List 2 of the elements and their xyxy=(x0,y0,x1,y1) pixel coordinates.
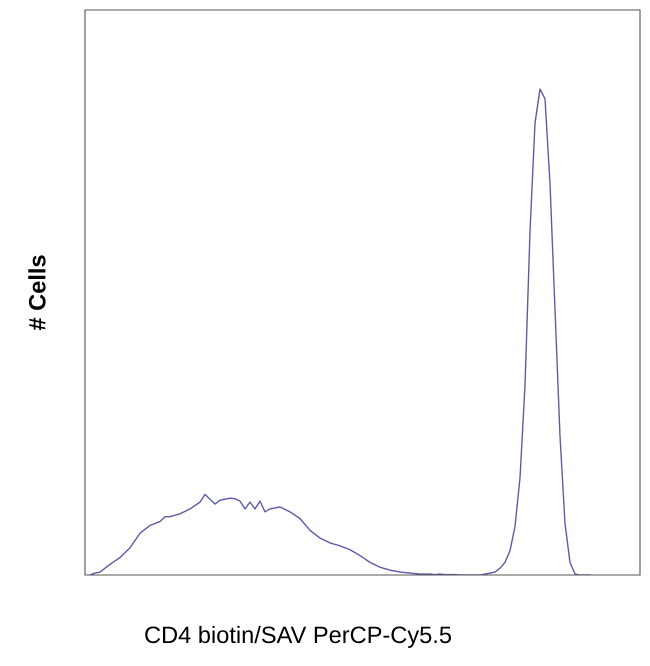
y-axis-title: # Cells xyxy=(28,255,46,330)
x-axis-title: CD4 biotin/SAV PerCP-Cy5.5 xyxy=(145,626,451,648)
